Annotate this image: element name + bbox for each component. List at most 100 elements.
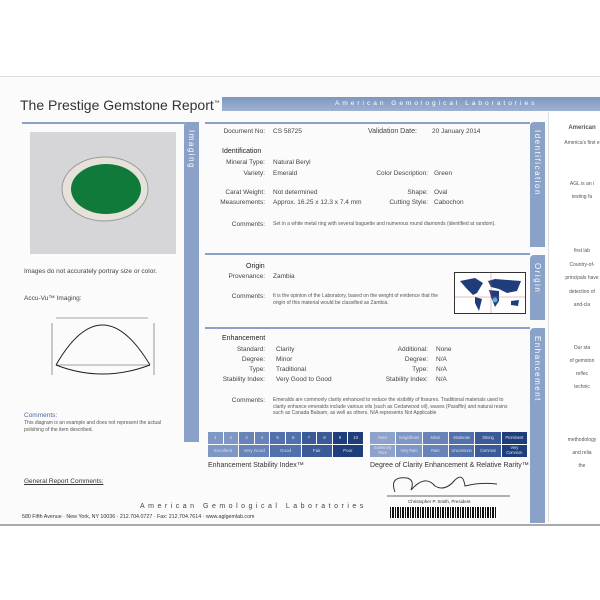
signature	[387, 476, 510, 497]
right-page-text: principals have	[565, 275, 599, 281]
additional-degree: N/A	[436, 356, 447, 363]
label: Measurements:	[220, 199, 265, 206]
type: Traditional	[276, 366, 307, 373]
additional-stability: N/A	[436, 376, 447, 383]
imaging-comments-label: Comments:	[24, 412, 58, 419]
validation-date-label: Validation Date:	[368, 128, 417, 135]
enhancement-comments: Emeralds are commonly clarity enhanced t…	[273, 397, 508, 416]
divider	[22, 122, 187, 124]
stability-grade: Good	[270, 445, 301, 457]
identification-comments: Set in a white metal ring with several b…	[273, 221, 496, 227]
right-page-text: Country-of-	[569, 262, 595, 268]
stability-number: 1	[208, 432, 223, 444]
carat-weight: Not determined	[273, 189, 318, 196]
shape: Oval	[434, 189, 448, 196]
right-page-text: and-cla	[573, 302, 591, 308]
label: Mineral Type:	[226, 159, 265, 166]
origin-heading: Origin	[246, 263, 265, 270]
stability-grade-row: Excellent Very Good Good Fair Poor	[208, 445, 364, 457]
label: Stability Index:	[222, 376, 265, 383]
stability-scale: 1 2 3 4 5 6 7 8 9 10 Excellent Very Good Good Fair Po…	[208, 432, 364, 457]
stability-number: 7	[301, 432, 317, 444]
emerald-ring-image	[61, 156, 149, 222]
stability-grade: Poor	[332, 445, 364, 457]
report-title: The Prestige Gemstone Report™	[20, 97, 220, 113]
document-no-label: Document No:	[223, 128, 265, 135]
right-page-text: AGL is an i	[569, 181, 595, 187]
tab-origin: Origin	[530, 255, 545, 320]
right-page-text: methodology	[567, 437, 597, 443]
label: Type:	[249, 366, 265, 373]
right-page-text: the	[578, 463, 586, 469]
color-description: Green	[434, 170, 453, 177]
lab-banner: American Gemological Laboratories	[222, 97, 600, 111]
label: Degree:	[241, 356, 265, 363]
right-page-text: technic	[574, 384, 590, 390]
divider	[205, 327, 530, 329]
tab-enhancement: Enhancement	[530, 328, 545, 523]
label: Variety:	[243, 170, 265, 177]
degree-level: Prominent	[501, 432, 527, 444]
document-no: CS 58725	[273, 128, 302, 135]
imaging-comments: This diagram is an example and does not …	[24, 420, 162, 433]
degree-scale: None Insignificant Minor Moderate Strong Prom…	[370, 432, 527, 457]
enhancement-heading: Enhancement	[222, 335, 266, 342]
label: Type:	[412, 366, 428, 373]
label: Carat Weight:	[225, 189, 265, 196]
rarity-level: Uncommon	[448, 445, 475, 457]
label: Standard:	[236, 346, 265, 353]
cutting-style: Cabochon	[434, 199, 464, 206]
label: Comments:	[231, 221, 265, 228]
rarity-level: Common	[475, 445, 501, 457]
right-page-text: Our sta	[573, 345, 591, 351]
stability-number: 10	[348, 432, 363, 444]
label: Additional:	[397, 346, 428, 353]
rarity-level: Extremely Rare	[370, 445, 396, 457]
additional: None	[436, 346, 452, 353]
tab-imaging: Imaging	[184, 122, 199, 442]
tab-identification: Identification	[530, 122, 545, 247]
rarity-level: Very Common	[501, 445, 527, 457]
stability-grade: Excellent	[208, 445, 239, 457]
divider	[205, 253, 530, 255]
stability-number: 3	[239, 432, 254, 444]
stability-number: 5	[270, 432, 285, 444]
label: Stability Index:	[385, 376, 428, 383]
degree-level: None	[370, 432, 396, 444]
variety: Emerald	[273, 170, 298, 177]
signer-name: Christopher P. Smith, President	[408, 499, 471, 504]
right-page-text: America's first e	[564, 140, 600, 146]
degree-level: Strong	[475, 432, 501, 444]
lab-address: 580 Fifth Avenue · New York, NY 10036 · …	[22, 514, 255, 520]
additional-type: N/A	[436, 366, 447, 373]
world-map	[454, 272, 526, 314]
report-title-text: The Prestige Gemstone Report	[20, 97, 214, 113]
degree-level: Insignificant	[396, 432, 422, 444]
stability-scale-title: Enhancement Stability Index™	[208, 462, 304, 469]
degree: Minor	[276, 356, 293, 363]
degree-row: None Insignificant Minor Moderate Strong Prom…	[370, 432, 527, 444]
label: Shape:	[407, 189, 428, 196]
right-page-text: reflec	[575, 371, 589, 377]
right-page-text: of gemston	[569, 358, 595, 364]
label: Cutting Style:	[389, 199, 428, 206]
stability-number: 6	[285, 432, 301, 444]
divider	[205, 122, 530, 124]
right-page-text: first lab	[573, 248, 591, 254]
identification-heading: Identification	[222, 148, 262, 155]
label: Comments:	[231, 397, 265, 404]
accuvu-label: Accu-Vu™ Imaging:	[24, 295, 82, 302]
label: Color Description:	[376, 170, 428, 177]
adjacent-page	[548, 112, 600, 522]
label: Degree:	[404, 356, 428, 363]
stability-index: Very Good to Good	[276, 376, 332, 383]
label: Comments:	[231, 293, 265, 300]
stability-number: 2	[223, 432, 239, 444]
profile-diagram	[51, 317, 155, 375]
origin-comments: It is the opinion of the Laboratory, bas…	[273, 293, 439, 306]
trademark: ™	[213, 100, 220, 107]
degree-scale-title: Degree of Clarity Enhancement & Relative…	[370, 462, 529, 469]
stability-grade: Very Good	[239, 445, 270, 457]
validation-date: 20 January 2014	[432, 128, 481, 135]
rarity-row: Extremely Rare Very Rare Rare Uncommon Commo…	[370, 445, 527, 457]
